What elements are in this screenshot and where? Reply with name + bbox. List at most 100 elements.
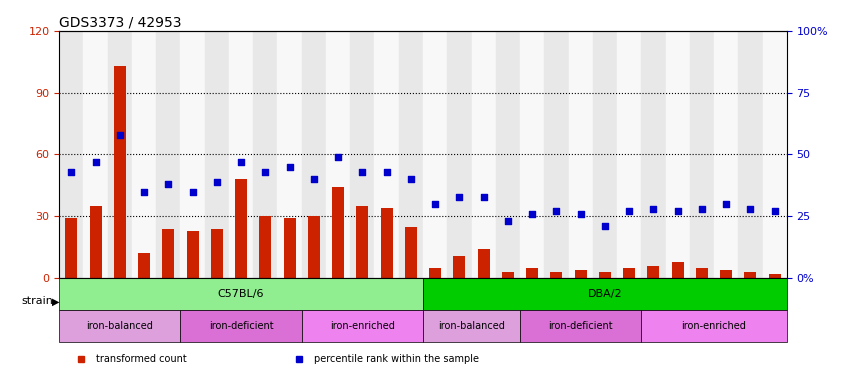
Bar [689,31,714,278]
Bar [180,31,205,278]
Bar [526,268,538,278]
Bar [429,268,442,278]
Text: iron-balanced: iron-balanced [86,321,153,331]
Point [162,181,175,187]
Bar [308,216,320,278]
Bar [617,31,641,278]
Point [404,176,418,182]
Point [501,218,514,224]
Point [428,201,442,207]
Text: GDS3373 / 42953: GDS3373 / 42953 [59,16,182,30]
Bar [398,31,423,278]
Bar [253,31,277,278]
Bar [502,272,514,278]
Bar [283,218,296,278]
Bar [744,272,756,278]
Point [89,159,102,165]
Point [259,169,272,175]
Point [332,154,345,160]
Bar [332,187,344,278]
Point [113,132,127,138]
Bar [448,31,471,278]
Point [380,169,393,175]
Point [525,211,539,217]
Bar [471,31,496,278]
Point [64,169,78,175]
Bar [496,31,520,278]
Text: iron-deficient: iron-deficient [548,321,613,331]
Point [550,208,563,214]
Bar [599,272,611,278]
Bar [260,216,272,278]
Bar [551,272,563,278]
Bar [666,31,689,278]
Text: iron-balanced: iron-balanced [438,321,505,331]
Bar [672,262,684,278]
Bar [381,208,393,278]
FancyBboxPatch shape [423,278,787,310]
FancyBboxPatch shape [180,310,302,342]
Point [719,201,733,207]
Point [234,159,248,165]
FancyBboxPatch shape [520,310,641,342]
Point [744,206,757,212]
Text: ▶: ▶ [52,296,60,306]
Bar [623,268,635,278]
Point [695,206,709,212]
Point [768,208,782,214]
Bar [187,231,199,278]
Bar [762,31,787,278]
Bar [211,229,223,278]
Bar [768,274,781,278]
Text: transformed count: transformed count [96,354,186,364]
Point [646,206,660,212]
Bar [235,179,247,278]
Point [137,189,151,195]
Bar [132,31,157,278]
FancyBboxPatch shape [59,278,423,310]
Text: iron-enriched: iron-enriched [682,321,746,331]
Bar [65,218,78,278]
Point [186,189,200,195]
Point [477,194,491,200]
Bar [229,31,253,278]
Text: percentile rank within the sample: percentile rank within the sample [314,354,479,364]
Bar [84,31,107,278]
FancyBboxPatch shape [423,310,520,342]
Bar [714,31,739,278]
Bar [695,268,708,278]
Text: DBA/2: DBA/2 [588,289,622,299]
Bar [405,227,417,278]
Bar [59,31,84,278]
Bar [544,31,569,278]
Point [307,176,321,182]
Point [623,208,636,214]
Bar [647,266,660,278]
Text: strain: strain [21,296,53,306]
Point [453,194,466,200]
Bar [277,31,302,278]
Bar [157,31,180,278]
Text: iron-deficient: iron-deficient [209,321,273,331]
Bar [113,66,126,278]
Point [598,223,612,229]
FancyBboxPatch shape [302,310,423,342]
Bar [593,31,617,278]
Bar [569,31,593,278]
FancyBboxPatch shape [641,310,787,342]
Point [210,179,223,185]
Bar [423,31,448,278]
FancyBboxPatch shape [59,310,180,342]
Bar [739,31,762,278]
Point [574,211,587,217]
Bar [356,206,368,278]
Bar [574,270,587,278]
Bar [205,31,229,278]
Text: C57BL/6: C57BL/6 [218,289,264,299]
Bar [641,31,666,278]
Bar [520,31,544,278]
Bar [453,255,465,278]
Bar [162,229,174,278]
Bar [302,31,326,278]
Bar [326,31,350,278]
